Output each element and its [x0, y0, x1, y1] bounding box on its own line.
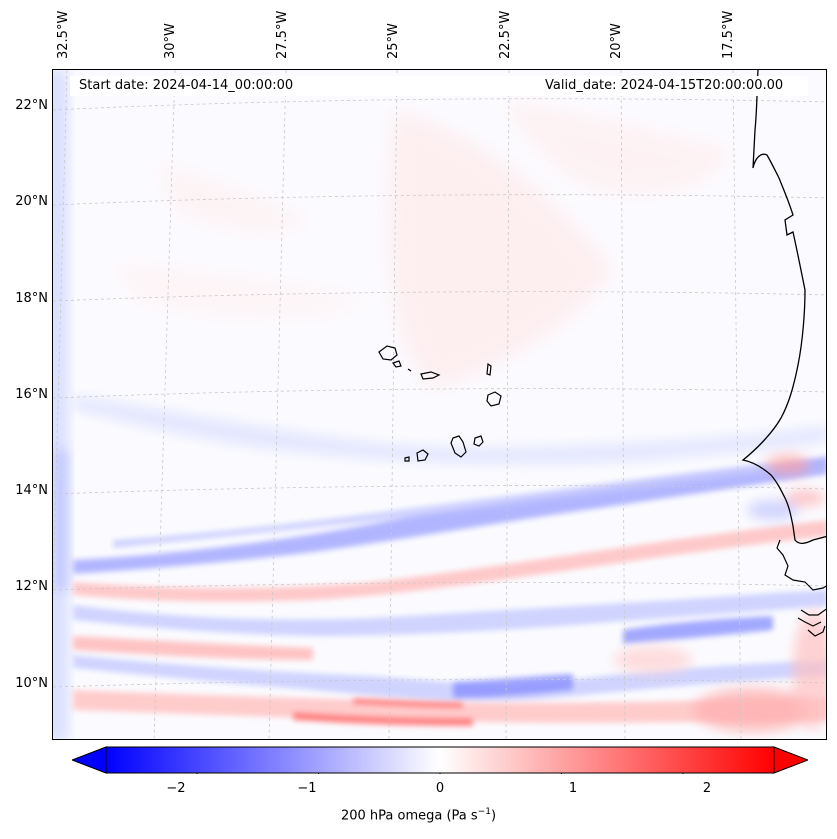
- island-maio: [473, 435, 484, 447]
- valid-date-label: Valid_date: 2024-04-15T20:00:00.00: [545, 78, 784, 93]
- lon-label-30w: 30°W: [163, 23, 178, 59]
- island-brava: [404, 456, 410, 462]
- lat-label-18n: 18°N: [15, 291, 48, 306]
- colorbar-tick-label: 0: [435, 781, 445, 796]
- omega-band-15n: [73, 395, 826, 465]
- lat-label-12n: 12°N: [15, 579, 48, 594]
- cape-verde-islands: [378, 345, 502, 462]
- colorbar-tick-label: −1: [297, 781, 317, 796]
- omega-band-11n-blue: [73, 590, 826, 644]
- colorbar-units-exponent: −1: [477, 807, 491, 817]
- lat-label-22n: 22°N: [15, 98, 48, 113]
- lon-label-17-5w: 17.5°W: [721, 10, 736, 59]
- colorbar-label: 200 hPa omega (Pa s−1): [340, 807, 497, 824]
- omega-map-panel[interactable]: [52, 69, 827, 740]
- colorbar-tick-marks: [196, 773, 684, 774]
- omega-band-9n-red: [73, 690, 826, 726]
- island-sao-nicolau: [420, 371, 441, 380]
- colorbar-units: Pa s: [451, 808, 478, 824]
- lon-label-20w: 20°W: [609, 23, 624, 59]
- colorbar-tick-label: 1: [568, 781, 578, 796]
- island-fogo: [416, 449, 429, 462]
- colorbar-gradient: [105, 746, 775, 774]
- colorbar: [72, 746, 808, 774]
- lon-label-25w: 25°W: [386, 23, 401, 59]
- colorbar-tick-label: −2: [166, 781, 186, 796]
- island-sao-vicente: [392, 360, 402, 368]
- lat-label-14n: 14°N: [15, 483, 48, 498]
- lat-label-16n: 16°N: [15, 387, 48, 402]
- map-gridlines: [53, 70, 826, 739]
- lat-label-20n: 20°N: [15, 194, 48, 209]
- africa-coastline-south: [776, 539, 826, 637]
- omega-band-10n: [73, 655, 826, 702]
- lon-label-22-5w: 22.5°W: [498, 10, 513, 59]
- date-annotation-band: [70, 76, 808, 96]
- colorbar-upper-extension: [773, 746, 808, 774]
- africa-coastline: [741, 70, 826, 545]
- omega-band-12n-red: [73, 520, 826, 602]
- island-santo-antao: [378, 345, 398, 361]
- lat-label-10n: 10°N: [15, 676, 48, 691]
- start-date-label: Start date: 2024-04-14_00:00:00: [79, 78, 294, 93]
- colorbar-lower-extension: [72, 746, 107, 774]
- omega-band-11n-red: [73, 636, 313, 660]
- island-sal: [486, 362, 492, 376]
- island-santa-luzia: [407, 368, 412, 372]
- omega-southeast-patches: [613, 455, 826, 732]
- island-santiago: [450, 435, 467, 458]
- colorbar-variable: 200 hPa omega: [340, 808, 443, 824]
- lon-label-32-5w: 32.5°W: [56, 10, 71, 59]
- omega-field: [53, 70, 826, 739]
- lon-label-27-5w: 27.5°W: [275, 10, 290, 59]
- omega-left-edge-band: [53, 70, 69, 739]
- omega-positive-plume: [113, 100, 733, 390]
- colorbar-tick-label: 2: [702, 781, 712, 796]
- island-boa-vista: [486, 391, 502, 407]
